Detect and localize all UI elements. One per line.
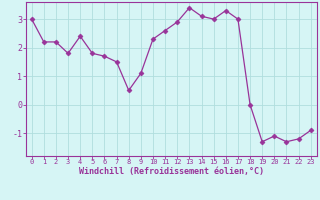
X-axis label: Windchill (Refroidissement éolien,°C): Windchill (Refroidissement éolien,°C) — [79, 167, 264, 176]
